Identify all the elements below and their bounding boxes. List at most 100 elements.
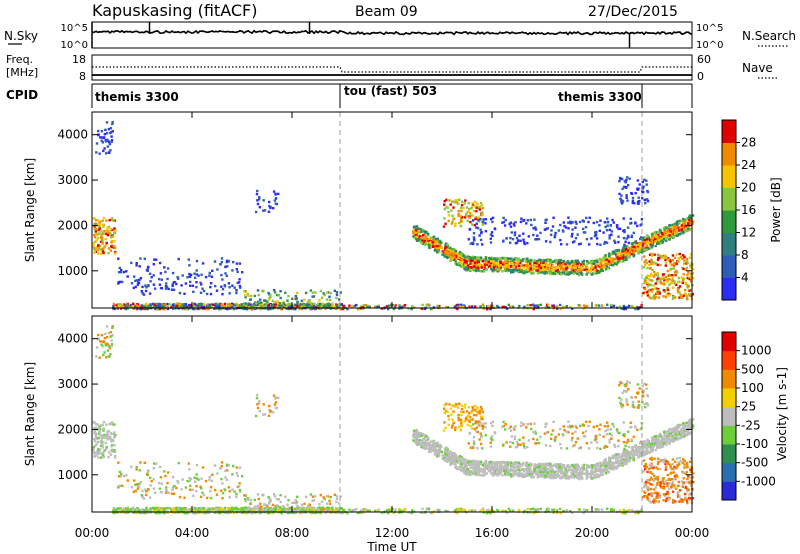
- echo-cell: [557, 266, 561, 269]
- echo-cell: [161, 507, 164, 510]
- echo-cell: [482, 305, 485, 308]
- echo-cell: [566, 260, 570, 263]
- echo-cell: [304, 291, 308, 295]
- echo-cell: [398, 305, 401, 308]
- echo-cell: [289, 302, 292, 306]
- echo-cell: [471, 203, 475, 206]
- echo-cell: [643, 198, 646, 202]
- echo-cell: [583, 304, 586, 307]
- echo-cell: [460, 200, 464, 203]
- echo-cell: [427, 303, 430, 306]
- echo-cell: [480, 266, 483, 269]
- echo-cell: [646, 234, 649, 238]
- echo-cell: [326, 302, 329, 306]
- echo-cell: [113, 231, 116, 235]
- echo-cell: [655, 233, 658, 236]
- echo-cell: [451, 200, 454, 203]
- echo-cell: [247, 294, 250, 297]
- echo-cell: [219, 263, 222, 266]
- echo-cell: [484, 230, 488, 233]
- echo-cell: [108, 355, 111, 358]
- echo-cell: [236, 281, 239, 285]
- echo-cell: [301, 307, 304, 310]
- echo-cell: [412, 225, 416, 228]
- echo-cell: [197, 303, 200, 306]
- echo-cell: [189, 273, 193, 277]
- echo-cell: [453, 258, 456, 261]
- echo-cell: [661, 240, 665, 244]
- echo-cell: [254, 210, 258, 214]
- echo-cell: [300, 299, 304, 302]
- echo-cell: [310, 304, 313, 307]
- echo-cell: [636, 224, 639, 228]
- echo-cell: [571, 511, 574, 514]
- echo-cell: [525, 270, 529, 274]
- echo-cell: [494, 259, 498, 262]
- echo-cell: [168, 303, 172, 306]
- echo-cell: [509, 269, 512, 272]
- echo-cell: [158, 487, 162, 490]
- echo-cell: [566, 272, 569, 276]
- echo-cell: [243, 511, 246, 515]
- echo-cell: [376, 509, 379, 513]
- echo-cell: [148, 496, 152, 499]
- echo-cell: [475, 226, 478, 229]
- echo-cell: [340, 303, 343, 306]
- echo-cell: [104, 128, 107, 132]
- echo-cell: [678, 296, 681, 299]
- echo-cell: [138, 482, 141, 485]
- echo-cell: [607, 252, 611, 255]
- echo-cell: [490, 231, 494, 234]
- echo-cell: [627, 241, 630, 245]
- echo-cell: [599, 257, 602, 261]
- echo-cell: [667, 257, 670, 260]
- echo-cell: [194, 512, 198, 515]
- echo-cell: [236, 270, 239, 274]
- echo-cell: [468, 269, 472, 272]
- echo-cell: [511, 269, 515, 273]
- echo-cell: [438, 250, 441, 253]
- echo-cell: [269, 206, 272, 210]
- echo-cell: [355, 303, 358, 307]
- cpid-segment-label: themis 3300: [558, 90, 642, 104]
- echo-cell: [447, 219, 450, 223]
- echo-cell: [215, 493, 219, 496]
- echo-cell: [665, 293, 668, 296]
- echo-cell: [522, 238, 525, 241]
- echo-cell: [166, 511, 170, 515]
- echo-cell: [571, 241, 575, 244]
- echo-cell: [651, 274, 654, 277]
- echo-cell: [417, 236, 420, 239]
- echo-cell: [454, 199, 458, 202]
- echo-cell: [141, 496, 144, 499]
- echo-cell: [526, 257, 529, 261]
- echo-cell: [431, 245, 435, 248]
- echo-cell: [191, 307, 194, 311]
- echo-cell: [684, 268, 687, 271]
- echo-cell: [183, 292, 186, 295]
- echo-cell: [631, 201, 634, 204]
- echo-cell: [320, 296, 324, 299]
- cpid-label: CPID: [6, 88, 38, 102]
- echo-cell: [543, 272, 546, 275]
- echo-cell: [494, 265, 497, 268]
- echo-cell: [104, 332, 107, 336]
- echo-cell: [118, 484, 121, 488]
- echo-cell: [98, 152, 101, 155]
- echo-cell: [616, 226, 619, 229]
- echo-cell: [176, 480, 179, 483]
- echo-cell: [268, 404, 271, 408]
- echo-cell: [625, 245, 628, 248]
- echo-cell: [557, 271, 560, 274]
- echo-cell: [466, 219, 469, 222]
- echo-cell: [336, 305, 340, 309]
- echo-cell: [685, 295, 689, 299]
- echo-cell: [436, 250, 439, 253]
- echo-cell: [214, 302, 217, 306]
- echo-cell: [259, 505, 262, 508]
- echo-cell: [264, 508, 267, 512]
- echo-cell: [101, 232, 105, 235]
- echo-cell: [114, 509, 117, 513]
- echo-cell: [105, 132, 109, 135]
- echo-cell: [567, 265, 571, 268]
